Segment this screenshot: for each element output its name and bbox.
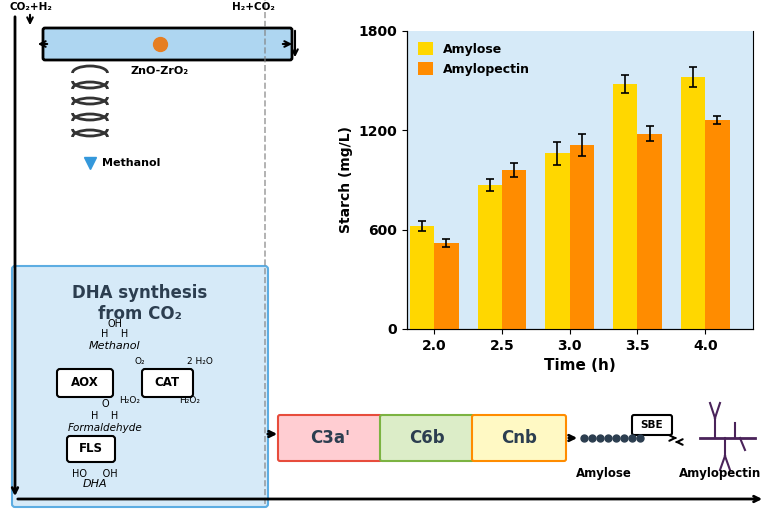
Text: FLS: FLS xyxy=(79,443,103,455)
FancyBboxPatch shape xyxy=(380,415,474,461)
Text: H₂O₂: H₂O₂ xyxy=(120,396,141,405)
FancyBboxPatch shape xyxy=(278,415,382,461)
Text: O: O xyxy=(101,399,109,409)
X-axis label: Time (h): Time (h) xyxy=(544,358,616,373)
Text: Cnb: Cnb xyxy=(501,429,537,447)
Text: AOX: AOX xyxy=(71,376,99,390)
Text: Formaldehyde: Formaldehyde xyxy=(68,423,142,433)
FancyBboxPatch shape xyxy=(67,436,115,462)
Text: OH: OH xyxy=(108,319,123,329)
Text: C3a': C3a' xyxy=(310,429,350,447)
Text: Methanol: Methanol xyxy=(89,341,141,351)
Legend: Amylose, Amylopectin: Amylose, Amylopectin xyxy=(413,37,535,81)
Text: DHA synthesis
from CO₂: DHA synthesis from CO₂ xyxy=(72,284,207,323)
Text: 2 H₂O: 2 H₂O xyxy=(187,357,213,366)
FancyBboxPatch shape xyxy=(43,28,292,60)
Text: H₂O₂: H₂O₂ xyxy=(180,396,200,405)
FancyBboxPatch shape xyxy=(57,369,113,397)
FancyBboxPatch shape xyxy=(472,415,566,461)
Bar xyxy=(705,120,730,329)
Text: H    H: H H xyxy=(101,329,128,339)
Bar xyxy=(434,243,458,329)
Text: Amylose: Amylose xyxy=(576,467,632,480)
Text: ZnO-ZrO₂: ZnO-ZrO₂ xyxy=(131,66,189,76)
Text: H₂+CO₂: H₂+CO₂ xyxy=(232,2,275,12)
Text: Methanol: Methanol xyxy=(102,158,161,168)
Bar xyxy=(613,84,637,329)
Text: HO     OH: HO OH xyxy=(72,469,118,479)
Bar xyxy=(637,134,662,329)
Text: O₂: O₂ xyxy=(134,357,145,366)
Text: C6b: C6b xyxy=(409,429,445,447)
Y-axis label: Starch (mg/L): Starch (mg/L) xyxy=(339,126,353,233)
Text: CAT: CAT xyxy=(154,376,180,390)
Text: DHA: DHA xyxy=(83,479,108,489)
FancyBboxPatch shape xyxy=(632,415,672,435)
Bar xyxy=(680,77,705,329)
Text: H    H: H H xyxy=(91,411,118,421)
FancyBboxPatch shape xyxy=(142,369,193,397)
Text: Amylopectin: Amylopectin xyxy=(679,467,761,480)
Text: SBE: SBE xyxy=(641,420,664,430)
Text: CO₂+H₂: CO₂+H₂ xyxy=(10,2,53,12)
Bar xyxy=(545,153,570,329)
Bar xyxy=(502,170,526,329)
FancyBboxPatch shape xyxy=(12,266,268,507)
Bar xyxy=(570,145,594,329)
Bar xyxy=(410,226,434,329)
Bar xyxy=(478,185,502,329)
